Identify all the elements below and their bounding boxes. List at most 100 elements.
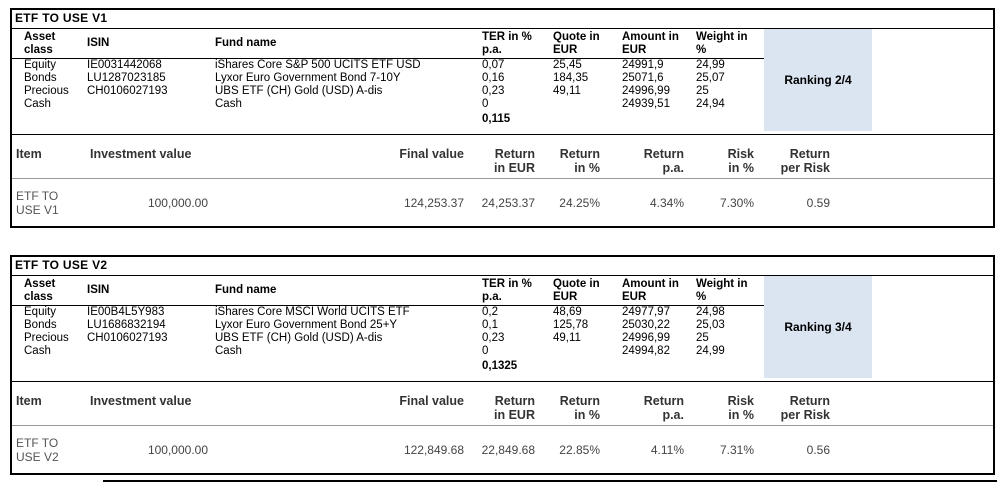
quote-cell: 25,45 <box>553 59 582 71</box>
return-eur-cell: 24,253.37 <box>481 195 535 210</box>
quote-cell: 184,35 <box>553 72 589 84</box>
final-value-cell: 124,253.37 <box>403 195 464 210</box>
weight-cell: 25,03 <box>696 319 725 331</box>
amount-cell: 24991,9 <box>622 59 664 71</box>
asset-class-header: Asset class <box>24 277 56 303</box>
return-pa-cell: 4.34% <box>649 195 684 210</box>
fund-name-cell: Lyxor Euro Government Bond 7-10Y <box>215 72 401 84</box>
risk-subheader: in % <box>728 408 754 422</box>
return-pct-cell: 24.25% <box>559 195 600 210</box>
asset-class-cell: Cash <box>24 345 51 357</box>
summary-table: Item Investment value Final value Return… <box>12 134 993 226</box>
isin-header: ISIN <box>87 284 110 296</box>
final-value-header: Final value <box>399 147 464 161</box>
return-pa-subheader: p.a. <box>662 161 684 175</box>
amount-header: Amount in EUR <box>622 277 679 303</box>
risk-cell: 7.31% <box>719 442 754 457</box>
ter-header: TER in % p.a. <box>482 30 532 56</box>
asset-class-cell: Precious <box>24 332 69 344</box>
ranking-badge: Ranking 3/4 <box>764 276 872 378</box>
panel-title: ETF TO USE V2 <box>12 257 993 276</box>
return-pa-header: Return <box>643 394 684 408</box>
ter-cell: 0 <box>482 98 489 110</box>
amount-cell: 25030,22 <box>622 319 670 331</box>
quote-cell: 49,11 <box>553 85 581 97</box>
asset-class-cell: Cash <box>24 98 51 110</box>
cropped-table-top-edge <box>103 480 997 482</box>
ranking-label: Ranking 3/4 <box>784 320 852 334</box>
asset-class-cell: Equity <box>24 59 56 71</box>
investment-value-header: Investment value <box>90 394 192 408</box>
investment-value-header: Investment value <box>90 147 192 161</box>
summary-header-row: Item Investment value Final value Return… <box>12 382 993 408</box>
return-eur-header: Return <box>494 147 535 161</box>
fund-name-cell: Cash <box>215 98 242 110</box>
amount-header: Amount in EUR <box>622 30 679 56</box>
return-pct-header: Return <box>559 147 600 161</box>
ter-total: 0,115 <box>482 113 511 125</box>
return-eur-cell: 22,849.68 <box>481 442 535 457</box>
return-eur-subheader: in EUR <box>494 161 535 175</box>
return-per-risk-cell: 0.56 <box>806 442 830 457</box>
isin-cell: IE0031442068 <box>87 59 162 71</box>
summary-data-row: ETF TO USE V1 100,000.00 124,253.37 24,2… <box>12 179 993 226</box>
summary-header-row: Item Investment value Final value Return… <box>12 135 993 161</box>
investment-value-cell: 100,000.00 <box>147 442 208 457</box>
holdings-table: Ranking 2/4 Asset class ISIN Fund name T… <box>12 29 993 134</box>
weight-cell: 24,99 <box>696 59 725 71</box>
holdings-row: Bonds LU1287023185 Lyxor Euro Government… <box>12 72 993 85</box>
item-header: Item <box>16 147 42 161</box>
return-per-risk-header: Return <box>789 147 830 161</box>
amount-cell: 24939,51 <box>622 98 670 110</box>
fund-name-cell: iShares Core MSCI World UCITS ETF <box>215 306 410 318</box>
quote-cell: 125,78 <box>553 319 589 331</box>
holdings-row: Precious CH0106027193 UBS ETF (CH) Gold … <box>12 332 993 345</box>
weight-header: Weight in % <box>696 277 748 303</box>
risk-subheader: in % <box>728 161 754 175</box>
risk-header: Risk <box>727 147 754 161</box>
holdings-row: Cash Cash 0 24939,51 24,94 <box>12 98 993 111</box>
asset-class-cell: Precious <box>24 85 69 97</box>
isin-cell: LU1686832194 <box>87 319 166 331</box>
summary-data-row: ETF TO USE V2 100,000.00 122,849.68 22,8… <box>12 426 993 473</box>
holdings-header-row: Asset class ISIN Fund name TER in % p.a.… <box>12 29 768 59</box>
return-pa-header: Return <box>643 147 684 161</box>
ranking-label: Ranking 2/4 <box>784 73 852 87</box>
fund-name-header: Fund name <box>215 284 277 296</box>
asset-class-header: Asset class <box>24 30 56 56</box>
quote-cell: 48,69 <box>553 306 582 318</box>
risk-cell: 7.30% <box>719 195 754 210</box>
investment-value-cell: 100,000.00 <box>147 195 208 210</box>
amount-cell: 24977,97 <box>622 306 670 318</box>
ter-cell: 0 <box>482 345 489 357</box>
return-pct-cell: 22.85% <box>559 442 600 457</box>
ter-header: TER in % p.a. <box>482 277 532 303</box>
amount-cell: 24994,82 <box>622 345 670 357</box>
quote-header: Quote in EUR <box>553 277 600 303</box>
fund-name-cell: iShares Core S&P 500 UCITS ETF USD <box>215 59 421 71</box>
weight-cell: 24,94 <box>696 98 725 110</box>
return-eur-header: Return <box>494 394 535 408</box>
weight-cell: 25,07 <box>696 72 725 84</box>
return-pct-header: Return <box>559 394 600 408</box>
summary-header: Item Investment value Final value Return… <box>12 382 993 426</box>
holdings-row: Cash Cash 0 24994,82 24,99 <box>12 345 993 358</box>
fund-name-cell: Lyxor Euro Government Bond 25+Y <box>215 319 398 331</box>
return-eur-subheader: in EUR <box>494 408 535 422</box>
return-pa-subheader: p.a. <box>662 408 684 422</box>
amount-cell: 25071,6 <box>622 72 664 84</box>
return-pct-subheader: in % <box>574 408 600 422</box>
holdings-row: Precious CH0106027193 UBS ETF (CH) Gold … <box>12 85 993 98</box>
etf-v1-panel: ETF TO USE V1 Ranking 2/4 Asset class IS… <box>10 8 995 228</box>
weight-cell: 25 <box>696 85 709 97</box>
holdings-header-row: Asset class ISIN Fund name TER in % p.a.… <box>12 276 768 306</box>
weight-cell: 25 <box>696 332 709 344</box>
etf-v2-panel: ETF TO USE V2 Ranking 3/4 Asset class IS… <box>10 255 995 475</box>
isin-cell: LU1287023185 <box>87 72 166 84</box>
fund-name-cell: UBS ETF (CH) Gold (USD) A-dis <box>215 85 383 97</box>
item-cell: ETF TO USE V2 <box>16 435 59 464</box>
risk-header: Risk <box>727 394 754 408</box>
final-value-header: Final value <box>399 394 464 408</box>
summary-subheader-row: in EUR in % p.a. in % per Risk <box>12 408 993 425</box>
